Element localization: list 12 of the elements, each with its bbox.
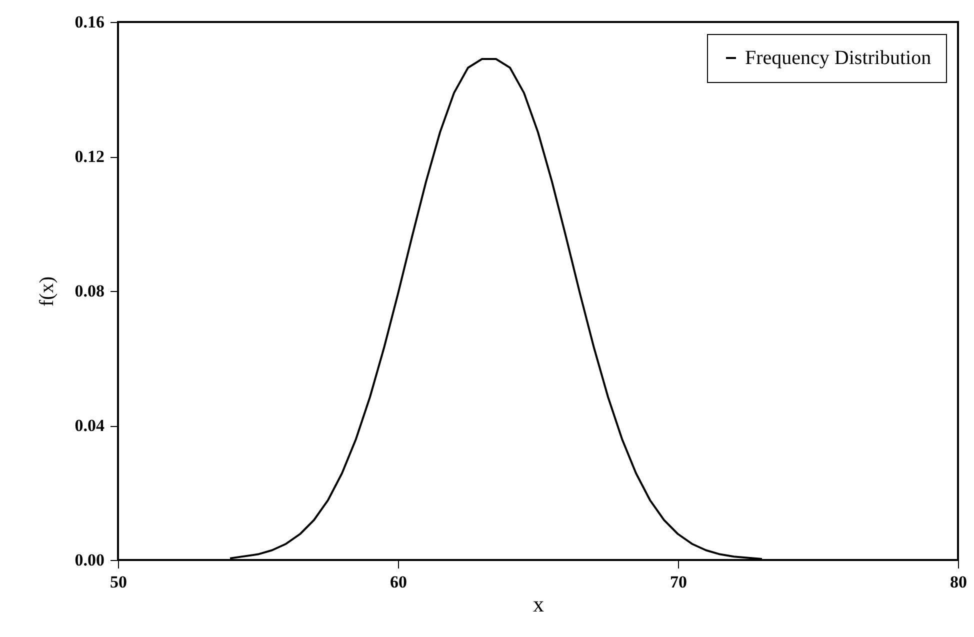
y-tick-label: 0.08 [74,282,104,300]
x-tick-label: 60 [390,572,407,592]
x-tick-label: 70 [670,572,687,592]
x-axis-title: x [533,592,544,616]
legend-label: Frequency Distribution [745,47,932,69]
x-tick-label: 50 [110,572,127,592]
y-tick-label: 0.16 [74,12,104,32]
y-axis-title: f(x) [36,276,58,306]
x-tick-label: 80 [950,572,967,592]
y-tick-label: 0.12 [74,147,104,166]
y-tick-label: 0.00 [74,550,104,570]
y-tick-label: 0.04 [74,416,105,435]
